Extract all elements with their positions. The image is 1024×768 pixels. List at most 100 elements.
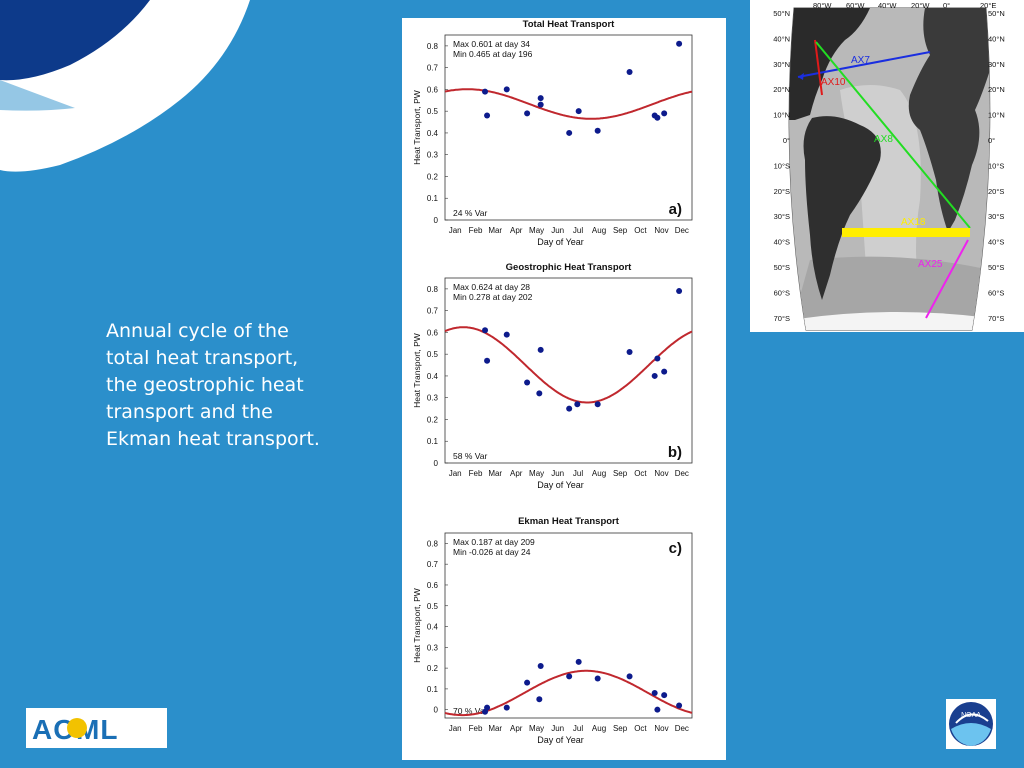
map-right-label: 70°S	[988, 314, 1004, 323]
map-right-label: 50°S	[988, 263, 1004, 272]
noaa-logo-text: NOAA	[961, 712, 981, 719]
data-point	[626, 673, 633, 680]
map-left-label: 10°S	[774, 161, 790, 170]
map-left-label: 20°N	[773, 85, 790, 94]
y-tick-label: 0.8	[427, 285, 439, 294]
x-tick-label: Aug	[592, 469, 606, 478]
panel-label: a)	[669, 201, 682, 218]
data-point	[484, 357, 491, 364]
x-tick-label: Feb	[469, 469, 483, 478]
map-top-label: 20°W	[911, 1, 930, 10]
x-tick-label: Sep	[613, 226, 628, 235]
y-tick-label: 0.7	[427, 64, 439, 73]
map-right-label: 0°	[988, 136, 995, 145]
x-tick-label: Dec	[675, 724, 689, 733]
data-point	[654, 114, 661, 121]
y-tick-label: 0.3	[427, 394, 439, 403]
noaa-logo: NOAA	[946, 699, 996, 749]
map-top-label: 40°W	[878, 1, 897, 10]
data-point	[661, 368, 668, 375]
caption-line: Annual cycle of the	[106, 320, 289, 342]
data-point	[594, 675, 601, 682]
x-tick-label: Dec	[675, 226, 689, 235]
y-tick-label: 0.2	[427, 172, 439, 181]
y-tick-label: 0.8	[427, 539, 439, 548]
x-axis-label: Day of Year	[537, 237, 584, 247]
y-tick-label: 0.8	[427, 42, 439, 51]
x-tick-label: Dec	[675, 469, 689, 478]
variance-text: 70 % Var	[453, 706, 488, 716]
map-right-label: 20°S	[988, 187, 1004, 196]
map-left-label: 20°S	[774, 187, 790, 196]
y-tick-label: 0.2	[427, 664, 439, 673]
data-point	[524, 379, 531, 386]
x-tick-label: May	[529, 226, 544, 235]
x-tick-label: Jun	[551, 226, 564, 235]
data-point	[524, 679, 531, 686]
x-tick-label: Oct	[634, 469, 647, 478]
map-right-label: 10°S	[988, 161, 1004, 170]
x-tick-label: Jul	[573, 724, 583, 733]
chart-title: Ekman Heat Transport	[518, 516, 620, 527]
map-top-label: 0°	[943, 1, 950, 10]
y-tick-label: 0.2	[427, 415, 439, 424]
annotation-text: Max 0.187 at day 209	[453, 537, 535, 547]
y-tick-label: 0.6	[427, 85, 439, 94]
data-point	[484, 112, 491, 119]
data-point	[626, 69, 633, 75]
x-tick-label: Jun	[551, 469, 564, 478]
y-tick-label: 0.3	[427, 151, 439, 160]
x-tick-label: Nov	[654, 724, 668, 733]
x-axis-label: Day of Year	[537, 480, 584, 490]
data-point	[676, 40, 683, 47]
map-top-label: 80°W	[813, 1, 832, 10]
chart-2: Geostrophic Heat Transport 0 0.1 0.2 0.3 0.4 0…	[412, 262, 693, 490]
map-right-label: 10°N	[988, 111, 1005, 120]
data-point	[676, 288, 683, 295]
map-right-label: 40°N	[988, 34, 1005, 43]
map-left-label: 0°	[783, 136, 790, 145]
chart-title: Total Heat Transport	[523, 19, 616, 30]
x-tick-label: Mar	[488, 226, 502, 235]
data-point	[566, 129, 573, 136]
data-point	[575, 658, 582, 665]
map-left-label: 60°S	[774, 288, 790, 297]
chart-1: Total Heat Transport 0 0.1 0.2 0.3 0.4 0.5 0.6 0…	[412, 19, 693, 247]
map-left-label: 10°N	[773, 111, 790, 120]
y-tick-label: 0.3	[427, 643, 439, 652]
data-point	[676, 702, 683, 709]
data-point	[537, 346, 544, 353]
map-left-label: 40°S	[774, 238, 790, 247]
y-axis-label: Heat Transport, PW	[412, 90, 422, 165]
aoml-logo: AOML	[26, 708, 167, 748]
caption-line: the geostrophic heat	[106, 374, 304, 396]
caption-line: Ekman heat transport.	[106, 428, 320, 450]
data-point	[566, 405, 573, 412]
data-point	[482, 327, 489, 334]
x-tick-label: Jan	[449, 724, 462, 733]
data-point	[537, 101, 544, 108]
section-line-ax18	[842, 228, 970, 237]
y-tick-label: 0.7	[427, 307, 439, 316]
x-tick-label: Nov	[654, 469, 668, 478]
y-tick-label: 0	[434, 706, 439, 715]
x-tick-label: Sep	[613, 724, 628, 733]
annotation-text: Max 0.624 at day 28	[453, 282, 530, 292]
data-point	[661, 110, 668, 117]
section-label-ax8: AX8	[874, 134, 893, 145]
data-point	[654, 355, 661, 362]
map-top-label: 20°E	[980, 1, 996, 10]
map-right-label: 30°S	[988, 212, 1004, 221]
map-right-label: 50°N	[988, 9, 1005, 18]
map-right-label: 20°N	[988, 85, 1005, 94]
x-tick-label: May	[529, 724, 544, 733]
x-tick-label: Aug	[592, 226, 606, 235]
plot-frame	[444, 532, 693, 719]
data-point	[594, 401, 601, 408]
x-tick-label: Oct	[634, 226, 647, 235]
data-point	[524, 110, 531, 117]
data-point	[626, 349, 633, 355]
y-tick-label: 0.1	[427, 437, 439, 446]
data-point	[484, 704, 491, 711]
